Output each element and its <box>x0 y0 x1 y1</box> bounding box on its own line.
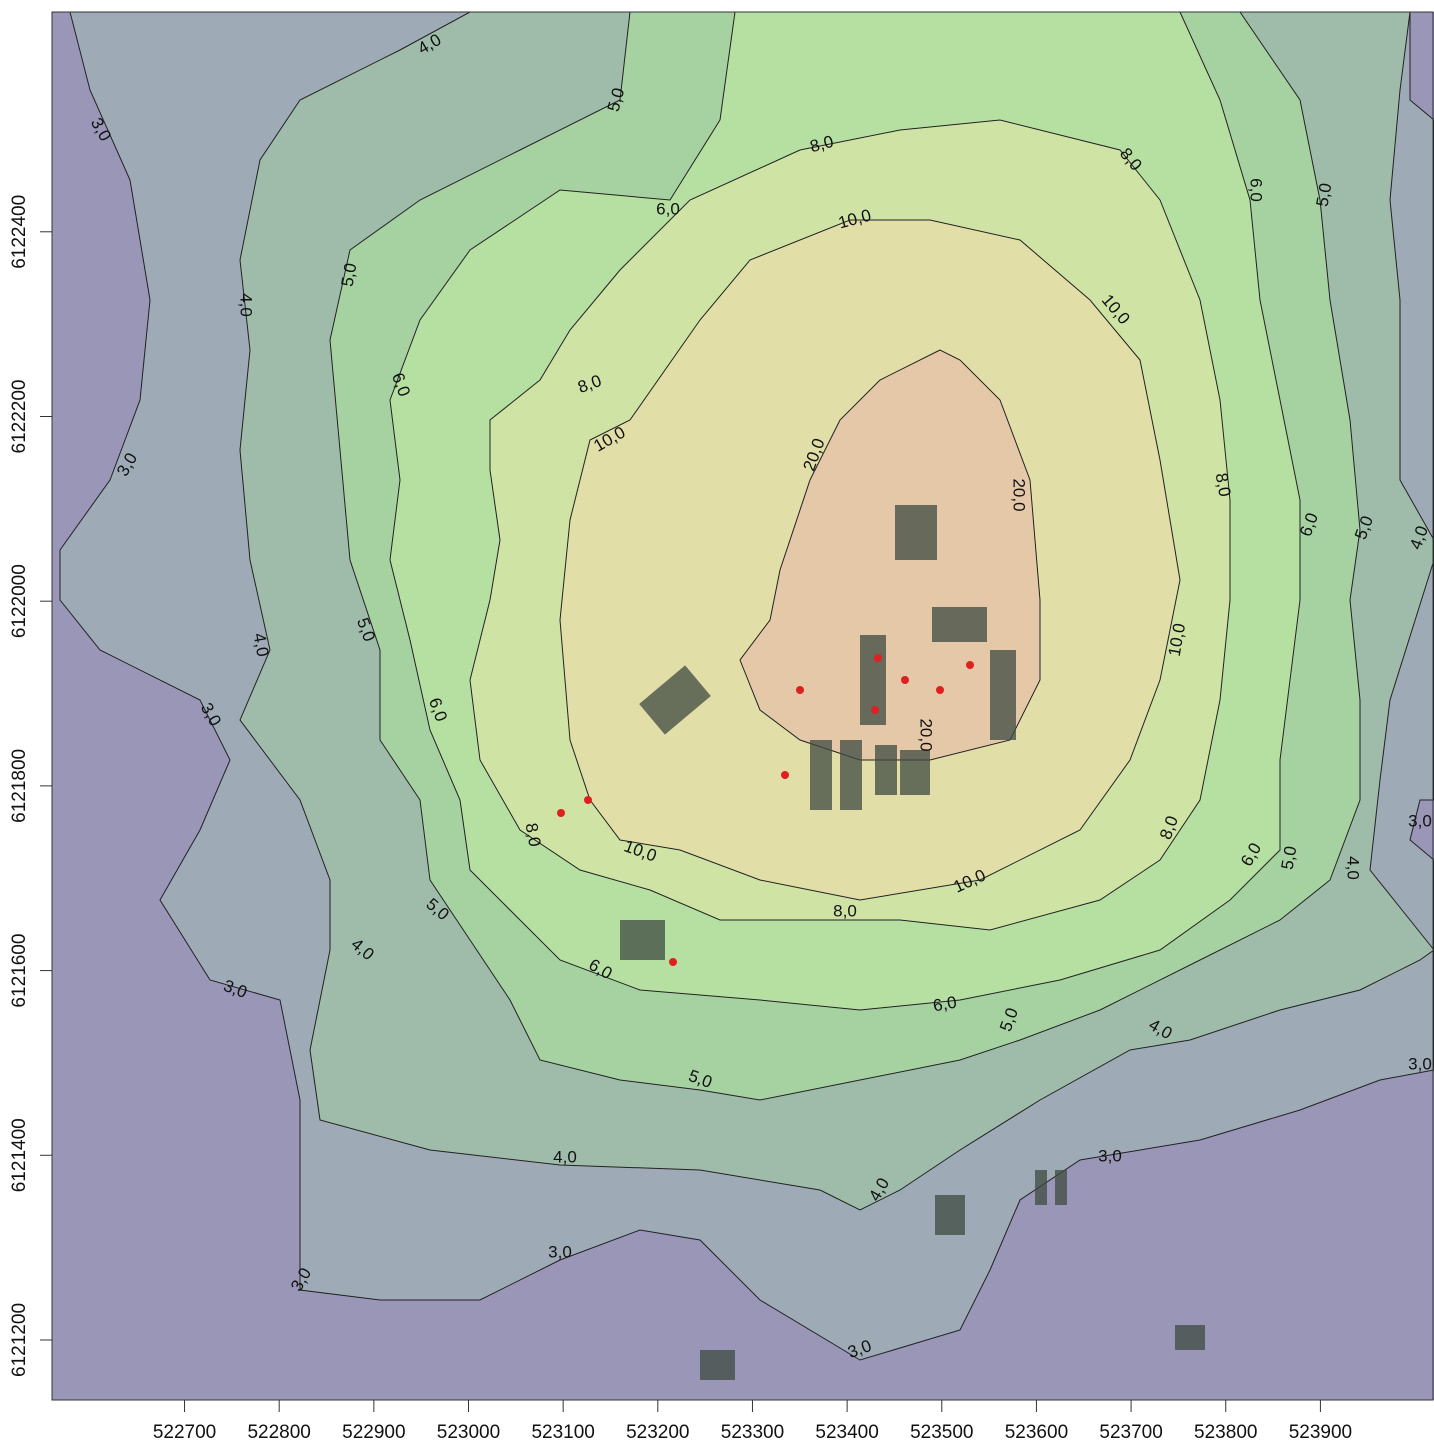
x-tick-label: 522700 <box>153 1422 216 1443</box>
y-tick-label: 6121400 <box>9 1118 30 1192</box>
sources <box>557 654 974 966</box>
source-point <box>781 771 789 779</box>
contour-label: 5,0 <box>1313 182 1336 209</box>
building <box>990 650 1016 740</box>
contour-label: 6,0 <box>1247 178 1266 202</box>
x-tick-label: 523000 <box>437 1422 500 1443</box>
contour-label: 6,0 <box>932 993 959 1016</box>
x-tick-label: 523800 <box>1194 1422 1257 1443</box>
source-point <box>874 654 882 662</box>
x-tick-label: 523300 <box>721 1422 784 1443</box>
frame <box>51 11 1434 1401</box>
x-tick-label: 523600 <box>1005 1422 1068 1443</box>
y-tick-label: 6121600 <box>9 934 30 1008</box>
y-tick-label: 6121800 <box>9 749 30 823</box>
contour-label: 20,0 <box>917 718 936 751</box>
contour-label: 4,0 <box>553 1147 577 1166</box>
contour-label: 8,0 <box>833 901 857 920</box>
contour-label: 8,0 <box>522 822 545 849</box>
source-point <box>966 661 974 669</box>
source-point <box>557 809 565 817</box>
contour-label: 20,0 <box>1010 478 1029 511</box>
y-tick-label: 6122400 <box>9 195 30 269</box>
x-tick-label: 522800 <box>247 1422 310 1443</box>
building <box>1035 1170 1047 1205</box>
contour-label: 5,0 <box>338 262 361 289</box>
contour-label: 4,0 <box>237 293 256 317</box>
source-point <box>584 796 592 804</box>
building <box>700 1350 735 1380</box>
contour-label: 3,0 <box>1098 1146 1122 1165</box>
building <box>900 750 930 795</box>
contour-label: 3,0 <box>548 1242 572 1261</box>
source-point <box>669 958 677 966</box>
building <box>840 740 862 810</box>
x-tick-label: 523700 <box>1099 1422 1162 1443</box>
x-tick-label: 523500 <box>910 1422 973 1443</box>
building <box>935 1195 965 1235</box>
building <box>895 505 937 560</box>
x-tick-label: 523400 <box>815 1422 878 1443</box>
building <box>875 745 897 795</box>
building <box>810 740 832 810</box>
source-point <box>936 686 944 694</box>
contour-label: 4,0 <box>1344 856 1363 880</box>
contour-label: 5,0 <box>1278 845 1301 872</box>
source-point <box>796 686 804 694</box>
y-tick-label: 6121200 <box>9 1303 30 1377</box>
contour-field: 4,03,05,06,08,08,010,06,0 5,04,05,010,08,… <box>52 12 1434 1400</box>
contour-label: 4,0 <box>250 632 273 659</box>
building <box>1055 1170 1067 1205</box>
building <box>639 665 711 735</box>
x-tick-label: 523200 <box>626 1422 689 1443</box>
contour-label: 3,0 <box>1408 811 1432 830</box>
y-tick-label: 6122000 <box>9 564 30 638</box>
contour-label: 3,0 <box>1408 1054 1432 1073</box>
x-tick-label: 522900 <box>342 1422 405 1443</box>
contour-label: 8,0 <box>1212 472 1235 499</box>
source-point <box>871 706 879 714</box>
x-tick-label: 523900 <box>1289 1422 1352 1443</box>
x-tick-label: 523100 <box>531 1422 594 1443</box>
building <box>620 920 665 960</box>
building <box>932 607 987 642</box>
building <box>1175 1325 1205 1350</box>
contour-label: 6,0 <box>656 199 680 218</box>
y-tick-label: 6122200 <box>9 380 30 454</box>
source-point <box>901 676 909 684</box>
